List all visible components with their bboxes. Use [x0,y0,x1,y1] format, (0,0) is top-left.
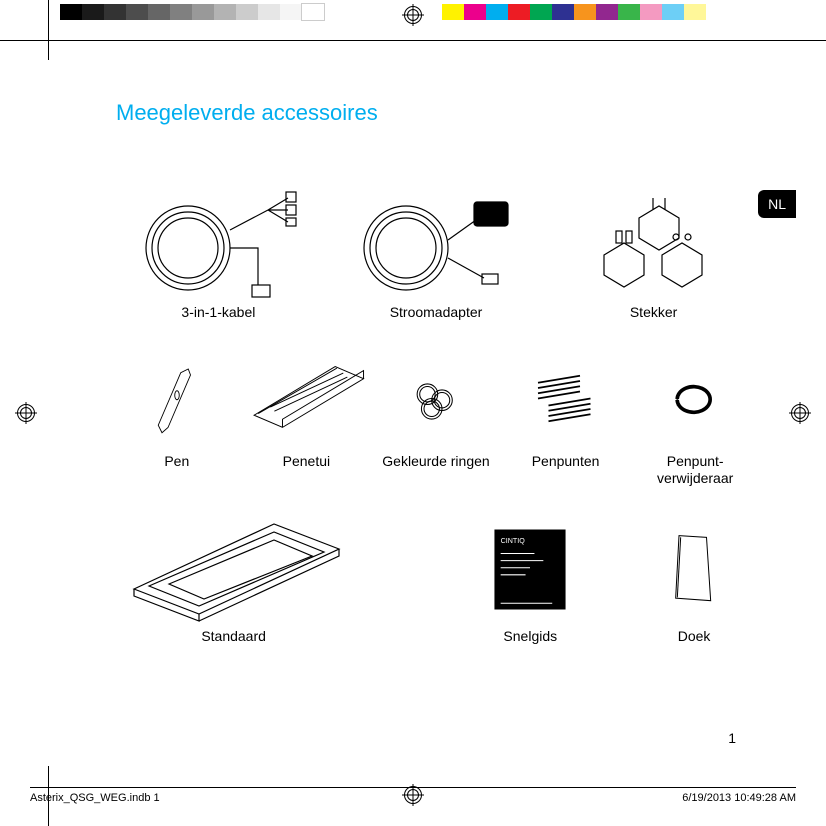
item-pen: Pen [116,349,238,487]
item-cloth: Doek [632,514,756,645]
stand-label: Standaard [116,628,351,645]
row3-spacer [391,514,428,645]
case-illustration [246,349,368,449]
registration-mark-left [15,402,37,424]
item-rings: Gekleurde ringen [375,349,497,487]
item-cable: 3-in-1-kabel [116,180,321,321]
nibs-illustration [505,349,627,449]
item-remover: Penpunt-verwijderaar [634,349,756,487]
item-plug: Stekker [551,180,756,321]
language-tab: NL [758,190,796,218]
qsg-illustration: CINTIQ [468,514,592,624]
page-content: Meegeleverde accessoires NL [50,40,796,766]
cloth-illustration [632,514,756,624]
adapter-label: Stroomadapter [334,304,539,321]
row-1: 3-in-1-kabel Stroomadapter [116,180,756,321]
adapter-illustration [334,180,539,300]
item-stand: Standaard [116,514,351,645]
cloth-label: Doek [632,628,756,645]
rings-illustration [375,349,497,449]
crop-line-left [48,0,49,60]
row-2: Pen Penetui [116,349,756,487]
footer-date: 6/19/2013 10:49:28 AM [682,792,796,804]
footer-file: Asterix_QSG_WEG.indb 1 [30,792,160,804]
cable-label: 3-in-1-kabel [116,304,321,321]
page-number: 1 [728,730,736,746]
stand-illustration [116,514,351,624]
qsg-label: Snelgids [468,628,592,645]
item-adapter: Stroomadapter [334,180,539,321]
remover-illustration [634,349,756,449]
print-footer: Asterix_QSG_WEG.indb 1 6/19/2013 10:49:2… [30,787,796,804]
accessories-grid: 3-in-1-kabel Stroomadapter [116,180,756,673]
cable-illustration [116,180,321,300]
item-qsg: CINTIQ Snelgids [468,514,592,645]
color-swatch-bar [442,4,706,20]
nibs-label: Penpunten [505,453,627,470]
item-case: Penetui [246,349,368,487]
pen-label: Pen [116,453,238,470]
plug-illustration [551,180,756,300]
pen-illustration [116,349,238,449]
rings-label: Gekleurde ringen [375,453,497,470]
page-title: Meegeleverde accessoires [116,100,796,126]
registration-mark-top [402,4,424,26]
case-label: Penetui [246,453,368,470]
svg-text:CINTIQ: CINTIQ [501,537,526,545]
item-nibs: Penpunten [505,349,627,487]
row-3: Standaard CINTIQ Snelgids [116,514,756,645]
remover-label: Penpunt-verwijderaar [634,453,756,487]
grayscale-swatch-bar [60,4,324,20]
plug-label: Stekker [551,304,756,321]
